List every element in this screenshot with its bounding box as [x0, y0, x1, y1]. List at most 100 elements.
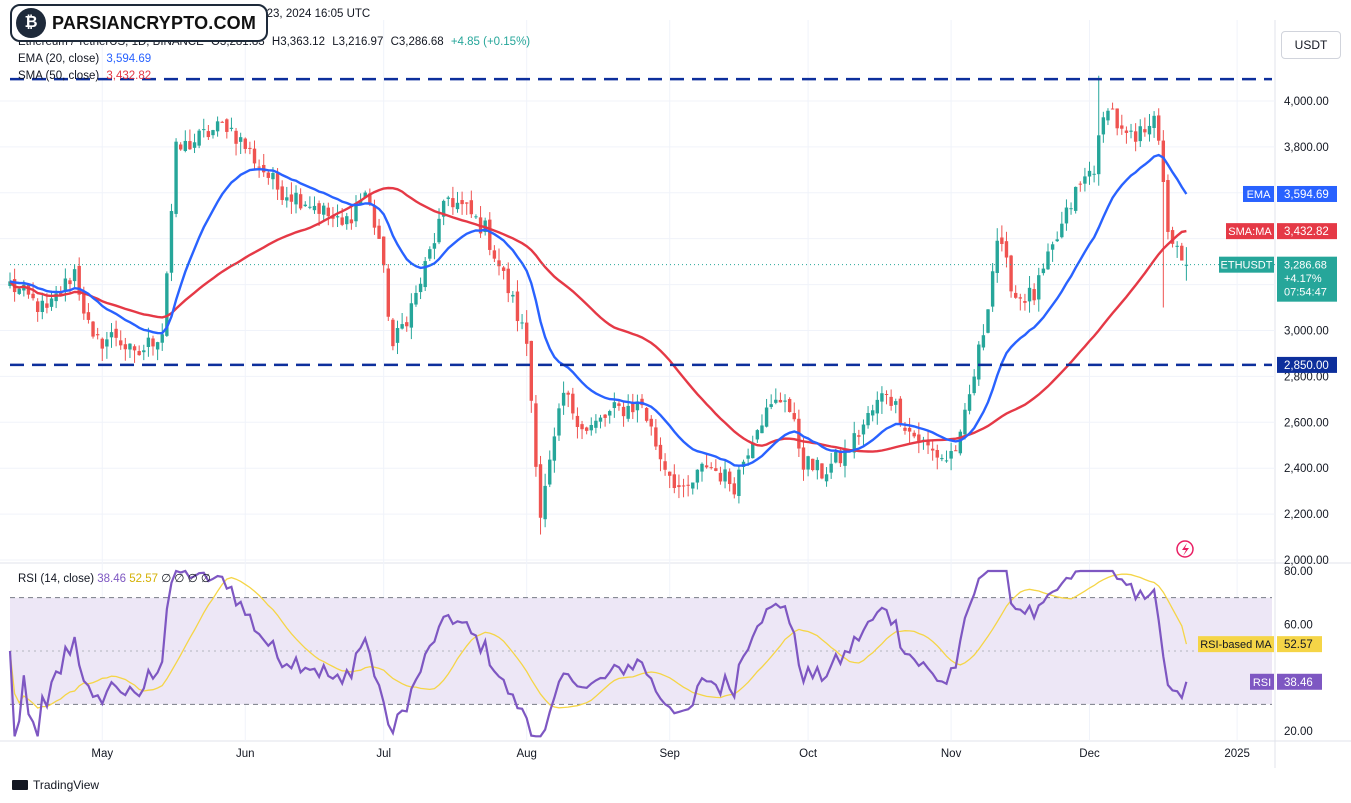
candle-body[interactable]	[441, 200, 446, 217]
candle-body[interactable]	[460, 200, 464, 205]
candle-body[interactable]	[354, 205, 358, 222]
candle-body[interactable]	[8, 281, 12, 286]
candle-body[interactable]	[123, 344, 128, 350]
candle-body[interactable]	[769, 404, 773, 407]
candle-body[interactable]	[446, 197, 450, 199]
candle-body[interactable]	[63, 278, 68, 292]
sma-line[interactable]	[9, 186, 1187, 453]
candle-body[interactable]	[358, 200, 363, 204]
candle-body[interactable]	[257, 166, 261, 168]
candle-body[interactable]	[132, 346, 137, 351]
candle-body[interactable]	[1000, 237, 1004, 244]
candle-body[interactable]	[681, 485, 686, 487]
candle-body[interactable]	[783, 400, 787, 402]
candle-body[interactable]	[1018, 297, 1023, 299]
candle-body[interactable]	[432, 243, 437, 249]
candle-body[interactable]	[1092, 173, 1096, 175]
candle-body[interactable]	[778, 399, 783, 403]
candle-body[interactable]	[663, 461, 667, 470]
candle-body[interactable]	[870, 410, 875, 416]
candle-body[interactable]	[866, 412, 870, 426]
candle-body[interactable]	[183, 140, 188, 151]
candle-body[interactable]	[109, 332, 114, 338]
candle-body[interactable]	[1157, 115, 1161, 141]
candle-body[interactable]	[1073, 186, 1078, 211]
candle-body[interactable]	[1032, 289, 1036, 301]
candle-body[interactable]	[266, 172, 271, 178]
candle-body[interactable]	[557, 408, 561, 436]
candle-body[interactable]	[54, 293, 58, 302]
candle-body[interactable]	[1110, 108, 1115, 110]
candle-body[interactable]	[1097, 135, 1101, 175]
candle-body[interactable]	[718, 472, 723, 482]
candle-body[interactable]	[1083, 176, 1087, 184]
candle-body[interactable]	[667, 471, 672, 476]
candle-body[interactable]	[280, 186, 284, 201]
candle-body[interactable]	[986, 309, 990, 333]
candle-body[interactable]	[363, 192, 367, 198]
candle-body[interactable]	[418, 283, 423, 293]
candle-body[interactable]	[1023, 301, 1027, 303]
candle-body[interactable]	[543, 485, 547, 520]
candle-body[interactable]	[17, 288, 21, 294]
tradingview-brand[interactable]: TradingView	[12, 778, 99, 792]
candle-body[interactable]	[285, 197, 289, 201]
candle-body[interactable]	[474, 216, 478, 218]
candle-body[interactable]	[801, 447, 806, 470]
candle-body[interactable]	[534, 403, 538, 467]
candle-body[interactable]	[621, 406, 626, 417]
candle-body[interactable]	[1124, 130, 1129, 133]
candle-body[interactable]	[155, 342, 160, 350]
candle-body[interactable]	[631, 403, 635, 413]
candle-body[interactable]	[331, 216, 335, 219]
ema-legend[interactable]: EMA (20, close) 3,594.69	[18, 53, 152, 65]
candle-body[interactable]	[414, 292, 418, 305]
candle-body[interactable]	[930, 448, 935, 451]
candle-body[interactable]	[1078, 183, 1082, 185]
candle-body[interactable]	[1060, 223, 1064, 238]
candle-body[interactable]	[603, 414, 607, 418]
candle-body[interactable]	[903, 427, 907, 431]
candle-body[interactable]	[695, 469, 700, 483]
candle-body[interactable]	[202, 129, 206, 131]
candle-body[interactable]	[391, 319, 395, 347]
candle-body[interactable]	[566, 392, 570, 395]
candle-body[interactable]	[165, 273, 169, 336]
candle-body[interactable]	[857, 435, 861, 437]
candle-body[interactable]	[455, 202, 460, 210]
candle-body[interactable]	[506, 268, 510, 294]
candle-body[interactable]	[806, 456, 810, 470]
candle-body[interactable]	[289, 194, 294, 202]
candle-body[interactable]	[340, 217, 344, 225]
candle-body[interactable]	[1115, 108, 1119, 129]
candle-body[interactable]	[197, 130, 201, 146]
candle-body[interactable]	[82, 293, 86, 314]
candle-body[interactable]	[995, 240, 999, 273]
candle-body[interactable]	[520, 322, 524, 324]
candle-body[interactable]	[1120, 125, 1124, 129]
candle-body[interactable]	[875, 399, 879, 414]
candle-body[interactable]	[303, 204, 307, 207]
candle-body[interactable]	[704, 465, 709, 468]
lightning-icon[interactable]	[1176, 540, 1194, 558]
candle-body[interactable]	[898, 398, 903, 425]
candle-body[interactable]	[1037, 275, 1041, 300]
candle-body[interactable]	[294, 192, 298, 205]
candle-body[interactable]	[91, 321, 95, 337]
candle-body[interactable]	[326, 207, 331, 217]
candle-body[interactable]	[405, 322, 409, 327]
candle-body[interactable]	[1152, 115, 1156, 128]
candle-body[interactable]	[95, 334, 100, 336]
candle-body[interactable]	[880, 393, 884, 402]
candle-body[interactable]	[372, 205, 377, 228]
candle-body[interactable]	[561, 392, 566, 406]
candle-body[interactable]	[792, 413, 796, 420]
candle-body[interactable]	[381, 236, 386, 266]
candle-body[interactable]	[774, 399, 778, 403]
candle-body[interactable]	[220, 121, 224, 123]
candle-body[interactable]	[990, 271, 995, 307]
candle-body[interactable]	[68, 280, 72, 285]
candle-body[interactable]	[501, 267, 506, 271]
candle-body[interactable]	[834, 451, 838, 463]
